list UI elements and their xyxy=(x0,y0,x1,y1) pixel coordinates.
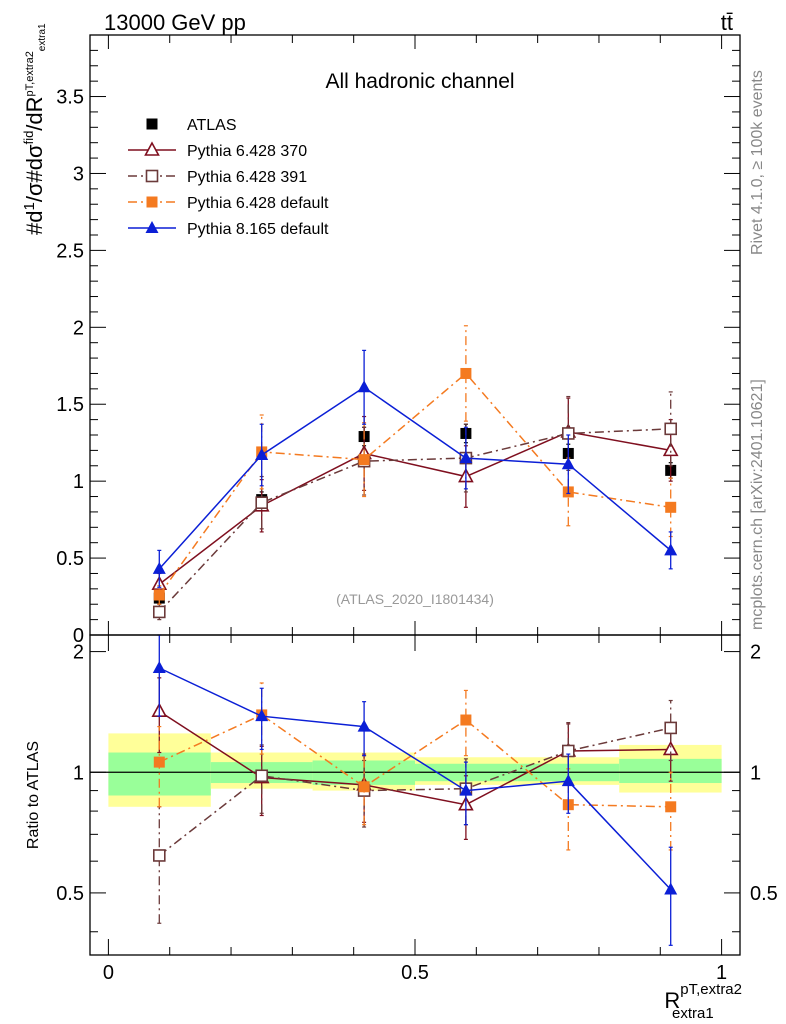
y-tick-label: 1 xyxy=(73,471,84,493)
main-point xyxy=(662,441,679,457)
ratio-y-tick-label-left: 2 xyxy=(73,642,84,664)
process-label: tt̄ xyxy=(721,10,733,35)
ratio-series-line xyxy=(158,727,671,857)
ratio-series-line xyxy=(158,714,671,808)
main-point xyxy=(358,454,370,466)
x-tick-label: 0.5 xyxy=(401,962,429,984)
legend-marker xyxy=(146,118,158,130)
ratio-panel: 0.5 0.5 1 1 2 2 0 0.5 1 Ratio to ATLAS RpT,extra… xyxy=(25,634,778,1022)
ratio-point xyxy=(665,801,677,813)
rivet-label: Rivet 4.1.0, ≥ 100k events xyxy=(749,70,766,255)
energy-label: 13000 GeV pp xyxy=(104,10,246,35)
legend-entry: Pythia 6.428 default xyxy=(128,195,329,212)
legend: ATLAS Pythia 6.428 370 Pythia 6.428 391 Pyt… xyxy=(128,117,329,238)
legend-label: Pythia 6.428 391 xyxy=(187,169,307,186)
legend-label: ATLAS xyxy=(187,117,237,134)
ratio-point xyxy=(664,882,678,895)
legend-entry: Pythia 6.428 370 xyxy=(128,141,307,160)
y-axis-label-main-text: #d1/σ#dσfid/dRpT,extra2extra1 xyxy=(21,23,48,235)
y-tick-label: 3.5 xyxy=(56,87,84,109)
main-series-line xyxy=(158,372,671,596)
main-point xyxy=(255,496,268,509)
legend-label: Pythia 8.165 default xyxy=(187,221,329,238)
legend-entry: Pythia 6.428 391 xyxy=(128,169,307,186)
ratio-axes: 0.5 0.5 1 1 2 2 0 0.5 1 xyxy=(56,634,778,984)
y-axis-label-main: #d1/σ#dσfid/dRpT,extra2extra1 xyxy=(21,23,48,235)
legend-entry: ATLAS xyxy=(146,117,237,134)
main-series-0 xyxy=(153,423,677,604)
y-tick-label: 2.5 xyxy=(56,240,84,262)
ratio-y-tick-label-left: 0.5 xyxy=(56,883,84,905)
main-point xyxy=(561,457,575,470)
y-tick-label: 1.5 xyxy=(56,394,84,416)
ratio-point xyxy=(459,783,473,796)
x-tick-label: 1 xyxy=(716,962,727,984)
legend-label: Pythia 6.428 default xyxy=(187,195,329,212)
main-series-4 xyxy=(152,349,678,588)
ratio-y-tick-label-right: 0.5 xyxy=(750,883,778,905)
ratio-series-line xyxy=(158,667,672,890)
chart-title: All hadronic channel xyxy=(325,70,514,93)
ratio-point xyxy=(255,709,269,722)
ratio-bands-layer xyxy=(90,733,740,807)
ratio-series-3 xyxy=(152,634,678,946)
ratio-point xyxy=(561,774,575,787)
ratio-point xyxy=(153,756,165,768)
main-panel: All hadronic channel (ATLAS_2020_I180143… xyxy=(21,23,741,647)
x-tick-label: 0 xyxy=(103,962,114,984)
x-axis-label: RpT,extra2 extra1 xyxy=(664,981,742,1022)
main-point xyxy=(153,589,165,601)
ratio-y-tick-label-right: 1 xyxy=(750,762,761,784)
legend-label: Pythia 6.428 370 xyxy=(187,143,307,160)
ratio-point xyxy=(460,714,472,726)
main-series-line xyxy=(158,428,671,613)
ratio-y-tick-label-right: 2 xyxy=(750,642,761,664)
legend-marker xyxy=(145,221,159,233)
ratio-y-tick-label-left: 1 xyxy=(73,762,84,784)
main-series-1 xyxy=(151,397,679,596)
ratio-point xyxy=(255,769,268,783)
main-point xyxy=(152,605,166,619)
y-tick-label: 0.5 xyxy=(56,548,84,570)
main-series-line xyxy=(158,431,671,585)
main-point xyxy=(357,380,371,393)
main-point xyxy=(664,543,678,556)
main-series-layer xyxy=(151,325,679,621)
analysis-tag: (ATLAS_2020_I1801434) xyxy=(336,591,494,607)
ratio-point xyxy=(152,849,166,862)
ratio-series-layer xyxy=(151,634,679,946)
main-point xyxy=(664,422,678,436)
main-series-2 xyxy=(152,391,678,621)
site-label: mcplots.cern.ch [arXiv:2401.10621] xyxy=(749,379,766,630)
ratio-point xyxy=(358,781,370,793)
legend-marker xyxy=(146,196,158,208)
main-point xyxy=(460,367,472,379)
ratio-point xyxy=(152,661,166,674)
ratio-point xyxy=(664,721,678,735)
legend-entry: Pythia 8.165 default xyxy=(128,221,329,238)
main-point xyxy=(459,451,473,464)
y-axis-label-ratio: Ratio to ATLAS xyxy=(25,741,42,849)
y-tick-label: 3 xyxy=(73,163,84,185)
ratio-point xyxy=(357,719,371,732)
ratio-series-line xyxy=(158,710,671,806)
main-series-line xyxy=(158,386,672,570)
main-point xyxy=(152,561,166,574)
legend-marker xyxy=(145,169,159,183)
main-point xyxy=(665,501,677,513)
y-tick-label: 0 xyxy=(73,625,84,647)
y-tick-label: 2 xyxy=(73,317,84,339)
legend-marker xyxy=(144,141,160,156)
main-point xyxy=(255,448,269,460)
